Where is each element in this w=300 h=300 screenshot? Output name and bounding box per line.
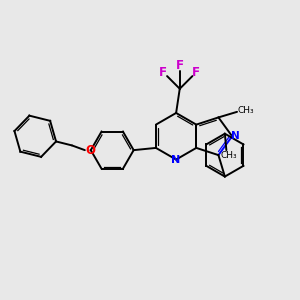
Text: CH₃: CH₃ [237,106,254,115]
Text: O: O [86,144,96,157]
Text: F: F [159,66,167,79]
Text: N: N [231,131,240,141]
Text: N: N [172,154,181,165]
Text: F: F [176,59,184,72]
Text: F: F [192,66,200,79]
Text: CH₃: CH₃ [220,151,237,160]
